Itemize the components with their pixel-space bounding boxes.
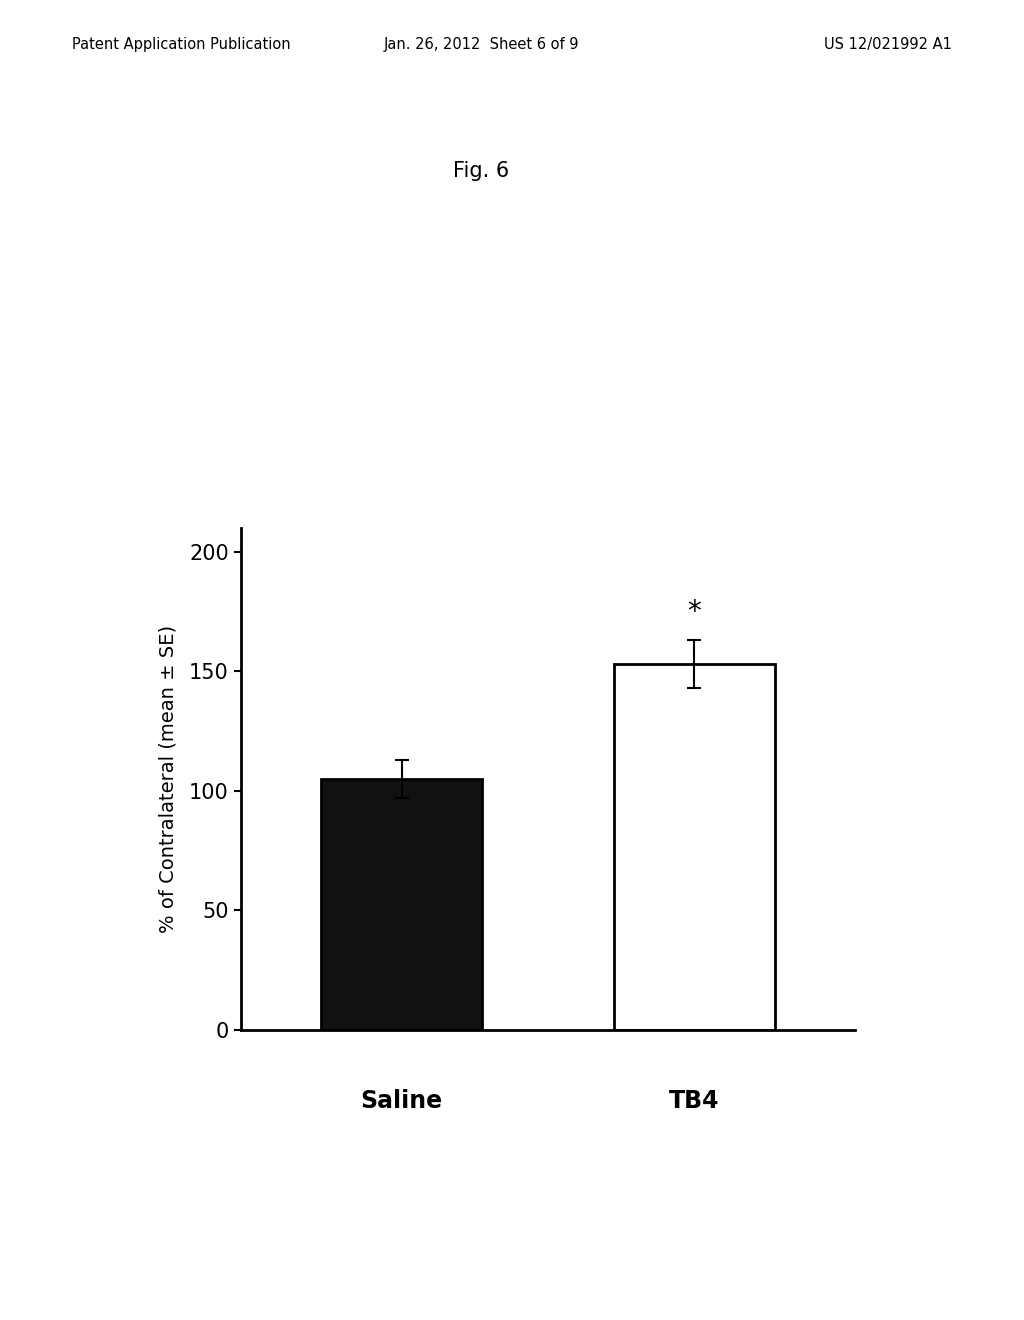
Y-axis label: % of Contralateral (mean ± SE): % of Contralateral (mean ± SE)	[159, 624, 178, 933]
Text: *: *	[687, 598, 701, 626]
Bar	[613, 664, 774, 1030]
Text: Jan. 26, 2012  Sheet 6 of 9: Jan. 26, 2012 Sheet 6 of 9	[384, 37, 579, 51]
Text: Patent Application Publication: Patent Application Publication	[72, 37, 291, 51]
Text: Fig. 6: Fig. 6	[454, 161, 509, 181]
Text: TB4: TB4	[669, 1089, 720, 1113]
Text: Saline: Saline	[360, 1089, 442, 1113]
Bar	[322, 779, 482, 1030]
Text: US 12/021992 A1: US 12/021992 A1	[824, 37, 952, 51]
